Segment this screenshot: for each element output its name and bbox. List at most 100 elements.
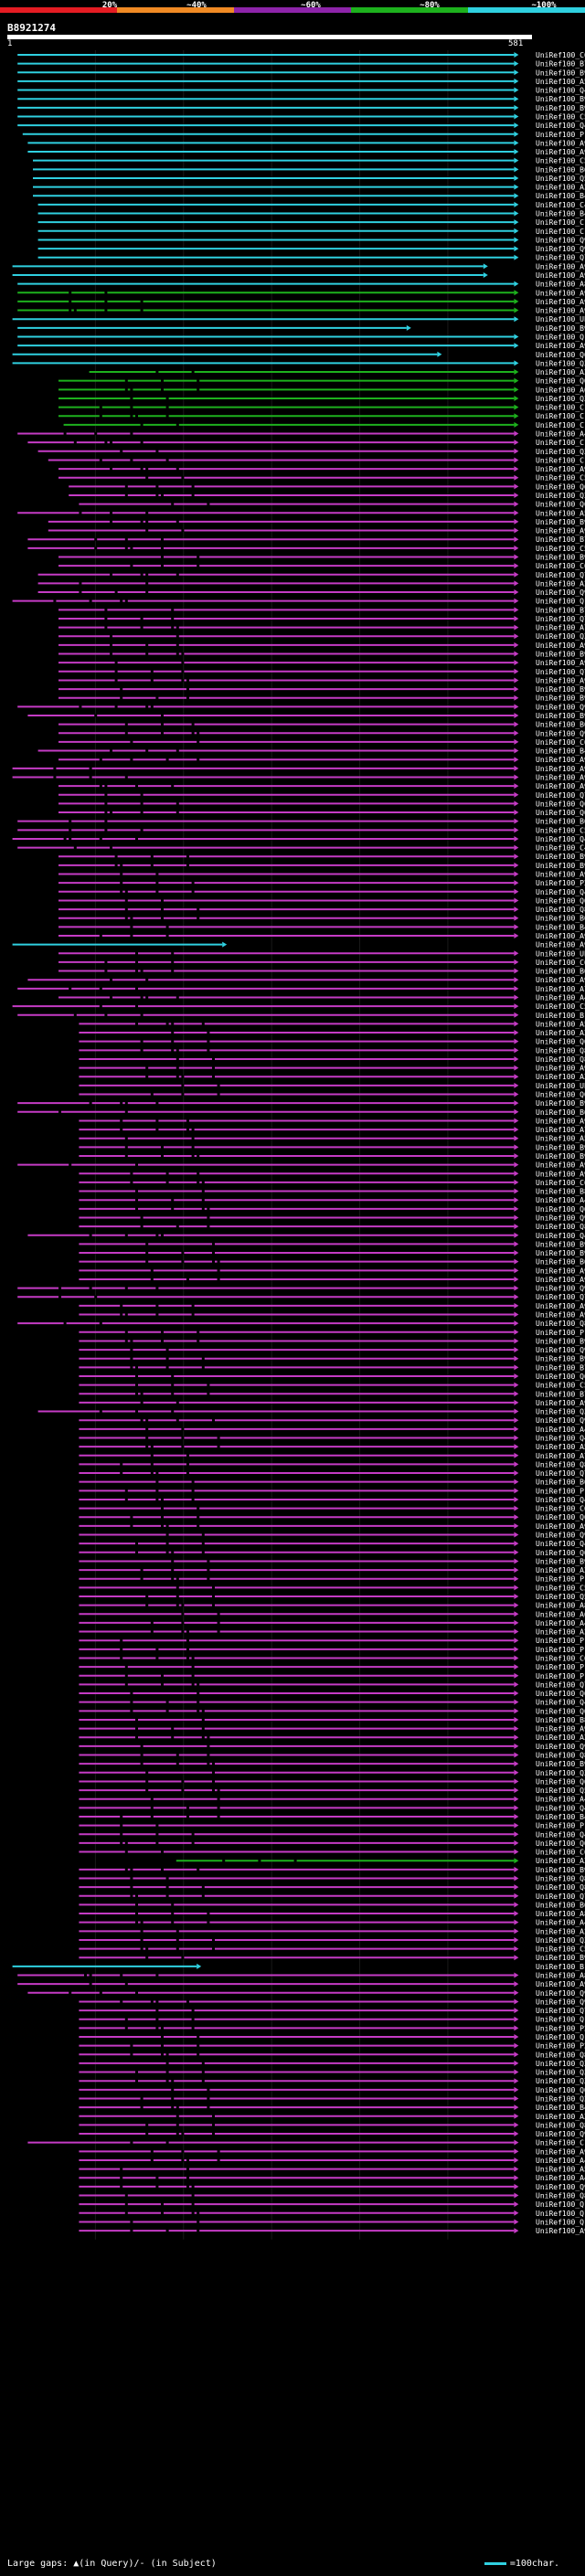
hit-row[interactable]: UniRef100_Q6PP91	[79, 1690, 585, 1698]
hit-label[interactable]: UniRef100_C1K588	[536, 218, 585, 227]
hit-label[interactable]: UniRef100_Q07401	[536, 2086, 585, 2094]
hit-label[interactable]: UniRef100_C6TCH6	[536, 1179, 585, 1187]
hit-label[interactable]: UniRef100_A9RFL7	[536, 773, 585, 781]
hit-label[interactable]: UniRef100_Q8LCQ4	[536, 1752, 585, 1760]
hit-row[interactable]: UniRef100_Q36718	[37, 1408, 585, 1416]
hit-label[interactable]: UniRef100_P27521	[536, 879, 585, 887]
hit-row[interactable]: UniRef100_B7SAM1	[58, 606, 585, 614]
hit-label[interactable]: UniRef100_A2Y5Y8	[536, 1073, 585, 1081]
hit-label[interactable]: UniRef100_P27518	[536, 2042, 585, 2051]
hit-row[interactable]: UniRef100_A4HPF9	[79, 2157, 585, 2165]
hit-label[interactable]: UniRef100_Q9LXI1	[536, 1989, 585, 1998]
hit-label[interactable]: UniRef100_Q9S7W1	[536, 729, 585, 737]
hit-row[interactable]: UniRef100_Q9C639	[79, 1346, 585, 1354]
hit-label[interactable]: UniRef100_B4FVT3	[536, 923, 585, 931]
hit-label[interactable]: UniRef100_Q8LKC7	[536, 1046, 585, 1055]
hit-label[interactable]: UniRef100_B9HDF4	[536, 1866, 585, 1874]
hit-label[interactable]: UniRef100_A9NSH6	[536, 976, 585, 984]
hit-label[interactable]: UniRef100_C5Y5B2	[536, 1382, 585, 1390]
hit-label[interactable]: UniRef100_A9PJD2	[536, 1117, 585, 1125]
hit-row[interactable]: UniRef100_B4FVT3	[58, 923, 585, 931]
hit-row[interactable]: UniRef100_B1PL31	[12, 1963, 585, 1971]
hit-row[interactable]: UniRef100_A9PGU8	[79, 1170, 585, 1178]
hit-row[interactable]: UniRef100_B9H4C4	[58, 862, 585, 870]
hit-label[interactable]: UniRef100_A7QP61	[536, 985, 585, 993]
hit-row[interactable]: UniRef100_Q62411	[79, 501, 585, 509]
hit-label[interactable]: UniRef100_B9SLN2	[536, 853, 585, 861]
hit-label[interactable]: UniRef100_B6TPT2	[536, 818, 585, 826]
hit-label[interactable]: UniRef100_Q1PH5	[536, 2200, 585, 2209]
hit-label[interactable]: UniRef100_Q0V321	[536, 1707, 585, 1715]
hit-label[interactable]: UniRef100_B6T8Q2	[536, 1108, 585, 1117]
hit-label[interactable]: UniRef100_Q67WJ7	[536, 800, 585, 808]
hit-label[interactable]: UniRef100_C5XSU5	[536, 1002, 585, 1011]
hit-label[interactable]: UniRef100_B9IG87	[536, 518, 585, 526]
hit-label[interactable]: UniRef100_A2SY12	[536, 368, 585, 376]
hit-row[interactable]: UniRef100_UP1000...	[12, 315, 585, 323]
hit-row[interactable]: UniRef100_Q7MSX8	[17, 1293, 585, 1301]
hit-label[interactable]: UniRef100_Q39141	[536, 2069, 585, 2077]
hit-row[interactable]: UniRef100_C6T2M2	[79, 1654, 585, 1662]
hit-label[interactable]: UniRef100_Q36718	[536, 1408, 585, 1416]
hit-label[interactable]: UniRef100_B6S3N3	[536, 165, 585, 174]
hit-row[interactable]: UniRef100_B9T4T2	[17, 69, 585, 77]
hit-row[interactable]: UniRef100_A0J249	[58, 386, 585, 394]
hit-label[interactable]: UniRef100_Q7FI75	[536, 615, 585, 623]
hit-row[interactable]: UniRef100_P13851	[79, 1487, 585, 1495]
hit-label[interactable]: UniRef100_Q9SQL2	[536, 1285, 585, 1293]
hit-label[interactable]: UniRef100_A4QPH8	[536, 993, 585, 1002]
hit-row[interactable]: UniRef100_A7PFA0	[58, 624, 585, 632]
hit-label[interactable]: UniRef100_A9U5B1	[536, 932, 585, 940]
hit-row[interactable]: UniRef100_B4G143	[79, 2104, 585, 2112]
hit-label[interactable]: UniRef100_B8LS59	[536, 1188, 585, 1196]
hit-label[interactable]: UniRef100_B9HAT1	[536, 1760, 585, 1768]
hit-row[interactable]: UniRef100_C1FD84	[63, 421, 585, 429]
hit-label[interactable]: UniRef100_B9GZP7	[536, 1152, 585, 1161]
hit-row[interactable]: UniRef100_C5Y4T0	[27, 545, 585, 553]
hit-row[interactable]: UniRef100_A9NM90	[58, 659, 585, 667]
hit-label[interactable]: UniRef100_A8UB39	[536, 281, 585, 289]
hit-label[interactable]: UniRef100_P13360	[536, 131, 585, 139]
hit-row[interactable]: UniRef100_A8J3S0	[79, 1910, 585, 1918]
hit-label[interactable]: UniRef100_B9R7C8	[536, 1240, 585, 1248]
hit-label[interactable]: UniRef100_Q9ZT07	[536, 1998, 585, 2006]
hit-label[interactable]: UniRef100_Q7Y1A1	[536, 1469, 585, 1478]
hit-row[interactable]: UniRef100_A4QPP3	[17, 430, 585, 439]
hit-row[interactable]: UniRef100_Q43317	[79, 1804, 585, 1812]
hit-row[interactable]: UniRef100_C0PK13	[58, 738, 585, 747]
hit-label[interactable]: UniRef100_C1K003	[536, 412, 585, 420]
hit-row[interactable]: UniRef100_Q0S093	[58, 377, 585, 386]
hit-label[interactable]: UniRef100_B4F3L4	[536, 192, 585, 200]
hit-label[interactable]: UniRef100_A5B4F0	[536, 1020, 585, 1028]
hit-label[interactable]: UniRef100_A9NLC5	[536, 765, 585, 773]
hit-row[interactable]: UniRef100_Q49512	[17, 87, 585, 95]
hit-label[interactable]: UniRef100_A4S374	[536, 1619, 585, 1627]
hit-row[interactable]: UniRef100_Q0DEX6	[79, 1091, 585, 1099]
hit-row[interactable]: UniRef100_P12082	[79, 1637, 585, 1645]
hit-label[interactable]: UniRef100_Q3E4A6	[536, 359, 585, 367]
hit-label[interactable]: UniRef100_C1K037	[536, 404, 585, 412]
hit-row[interactable]: UniRef100_Q1W496	[17, 333, 585, 341]
hit-row[interactable]: UniRef100_Q7DMA0	[37, 254, 585, 262]
hit-label[interactable]: UniRef100_Q10H09	[536, 2016, 585, 2024]
hit-row[interactable]: UniRef100_B1PDK1	[17, 1012, 585, 1020]
hit-row[interactable]: UniRef100_Q8S3U0	[79, 2121, 585, 2129]
hit-row[interactable]: UniRef100_B9GR76	[58, 685, 585, 694]
hit-label[interactable]: UniRef100_Q39142	[536, 2060, 585, 2068]
hit-row[interactable]: UniRef100_Q1PH5	[79, 2200, 585, 2209]
hit-label[interactable]: UniRef100_A2SY37	[536, 1733, 585, 1742]
hit-row[interactable]: UniRef100_A5AEI0	[17, 509, 585, 517]
hit-label[interactable]: UniRef100_Q9S984	[536, 2130, 585, 2138]
hit-row[interactable]: UniRef100_A8UB39	[17, 281, 585, 289]
hit-row[interactable]: UniRef100_C6TDC5	[58, 562, 585, 570]
hit-label[interactable]: UniRef100_B7SB29	[536, 1390, 585, 1398]
hit-label[interactable]: UniRef100_Q7MUX9	[536, 668, 585, 676]
hit-row[interactable]: UniRef100_A9NKK1	[79, 1065, 585, 1073]
hit-row[interactable]: UniRef100_A9TW00	[58, 465, 585, 473]
hit-row[interactable]: UniRef100_C1K037	[58, 404, 585, 412]
hit-row[interactable]: UniRef100_A9NS16	[27, 148, 585, 156]
hit-row[interactable]: UniRef100_A4QPJ8	[79, 1426, 585, 1434]
hit-row[interactable]: UniRef100_P14278	[79, 1575, 585, 1584]
hit-label[interactable]: UniRef100_Q84T02	[536, 1874, 585, 1882]
hit-row[interactable]: UniRef100_B6BEF0	[79, 1901, 585, 1909]
